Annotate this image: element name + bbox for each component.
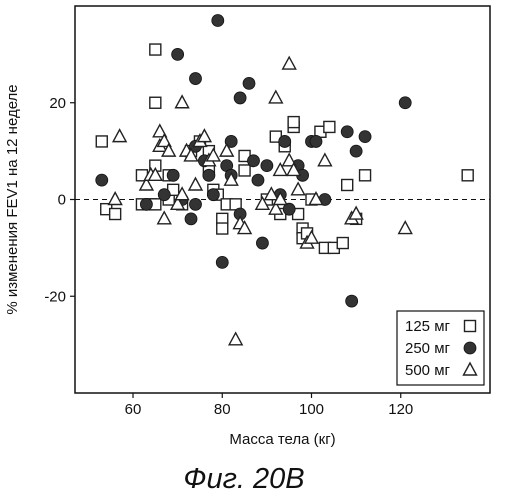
data-point-triangle <box>283 57 296 69</box>
data-point-circle <box>203 169 215 181</box>
legend-label: 125 мг <box>405 318 451 335</box>
data-point-triangle <box>318 154 331 166</box>
data-point-square <box>462 170 473 181</box>
data-point-square <box>337 238 348 249</box>
data-point-triangle <box>269 91 282 103</box>
data-point-square <box>110 209 121 220</box>
data-point-triangle <box>292 183 305 195</box>
data-point-circle <box>341 126 353 138</box>
data-point-triangle <box>113 130 126 142</box>
legend-label: 250 мг <box>405 340 451 357</box>
y-tick-label: 20 <box>49 95 66 112</box>
data-point-square <box>239 165 250 176</box>
data-point-circle <box>140 198 152 210</box>
data-point-square <box>360 170 371 181</box>
data-point-circle <box>279 135 291 147</box>
data-point-square <box>150 97 161 108</box>
data-point-circle <box>310 135 322 147</box>
data-points-layer <box>96 15 473 345</box>
x-tick-label: 120 <box>388 401 413 418</box>
data-point-circle <box>346 295 358 307</box>
data-point-circle <box>359 131 371 143</box>
legend-marker-circle <box>464 342 476 354</box>
data-point-triangle <box>109 193 122 205</box>
data-point-square <box>324 121 335 132</box>
x-tick-label: 60 <box>125 401 142 418</box>
data-point-circle <box>399 97 411 109</box>
data-point-circle <box>185 213 197 225</box>
legend-marker-square <box>465 321 476 332</box>
data-point-triangle <box>176 96 189 108</box>
data-point-circle <box>207 189 219 201</box>
data-point-circle <box>172 48 184 60</box>
data-point-square <box>96 136 107 147</box>
y-tick-label: 0 <box>58 192 66 209</box>
x-axis-title: Масса тела (кг) <box>229 431 335 448</box>
data-point-circle <box>189 198 201 210</box>
data-point-square <box>288 117 299 128</box>
x-tick-label: 80 <box>214 401 231 418</box>
data-point-circle <box>252 174 264 186</box>
data-point-circle <box>350 145 362 157</box>
data-point-triangle <box>229 333 242 345</box>
figure-caption: Фиг. 20B <box>183 463 304 495</box>
data-point-circle <box>216 256 228 268</box>
x-tick-label: 100 <box>299 401 324 418</box>
data-point-circle <box>261 160 273 172</box>
data-point-triangle <box>399 222 412 234</box>
data-point-circle <box>167 169 179 181</box>
data-point-circle <box>243 77 255 89</box>
data-point-circle <box>189 73 201 85</box>
y-axis-title: % изменения FEV1 на 12 неделе <box>4 84 21 314</box>
data-point-square <box>342 179 353 190</box>
data-point-circle <box>96 174 108 186</box>
y-tick-label: -20 <box>44 288 66 305</box>
data-point-triangle <box>189 178 202 190</box>
data-point-circle <box>234 92 246 104</box>
data-point-circle <box>247 155 259 167</box>
legend-label: 500 мг <box>405 362 451 379</box>
data-point-square <box>217 223 228 234</box>
data-point-circle <box>256 237 268 249</box>
data-point-circle <box>212 15 224 27</box>
data-point-triangle <box>158 212 171 224</box>
legend: 125 мг 250 мг 500 мг <box>397 311 484 385</box>
data-point-circle <box>158 189 170 201</box>
data-point-square <box>150 44 161 55</box>
